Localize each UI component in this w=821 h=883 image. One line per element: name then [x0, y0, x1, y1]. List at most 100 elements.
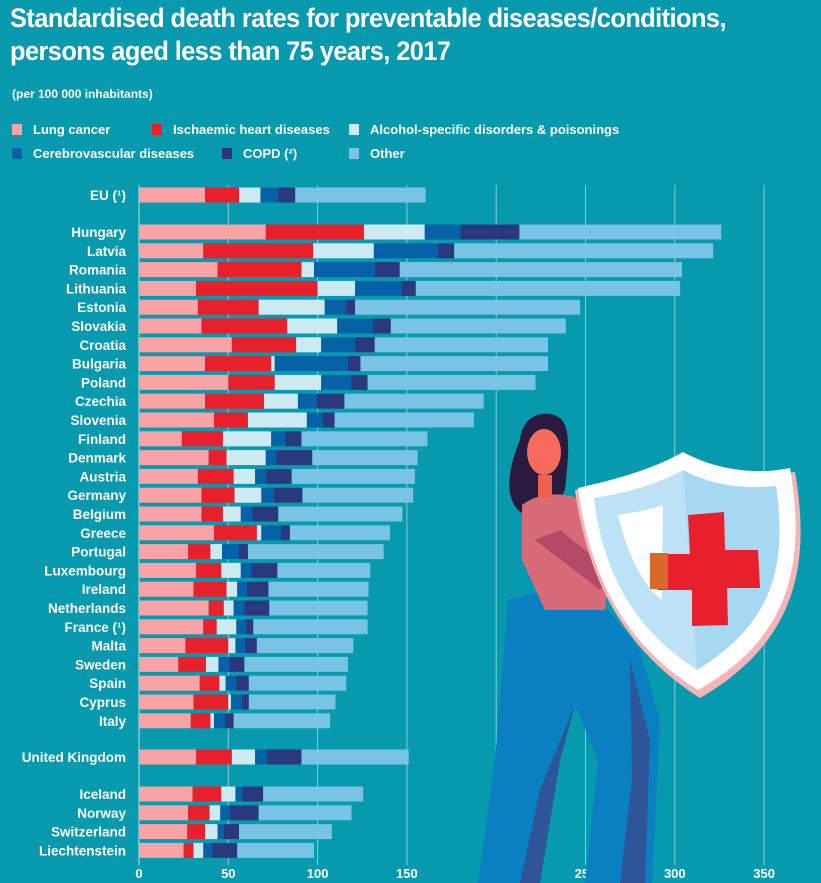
bar-segment-alcohol: [258, 299, 325, 315]
legend-item-ischaemic-heart: Ischaemic heart diseases: [152, 122, 330, 137]
bar-segment-ischaemic-heart: [205, 187, 240, 203]
x-tick-label: 100: [307, 866, 329, 881]
bar-row: [139, 525, 390, 541]
bar-segment-other: [248, 675, 347, 691]
bar-segment-lung-cancer: [139, 749, 197, 765]
bar-segment-alcohol: [219, 675, 226, 691]
bar-row: [139, 450, 418, 466]
bar-segment-cerebrovascular: [237, 581, 248, 597]
bar-segment-lung-cancer: [139, 619, 204, 635]
category-label: France (¹): [64, 620, 126, 635]
bar-segment-cerebrovascular: [235, 638, 246, 654]
bar-segment-copd: [346, 299, 356, 315]
legend-label: Lung cancer: [33, 122, 111, 137]
category-label: Lithuania: [66, 281, 126, 296]
bar-segment-alcohol: [226, 450, 266, 466]
bar-segment-lung-cancer: [139, 506, 202, 522]
bar-segment-ischaemic-heart: [208, 450, 227, 466]
bar-segment-ischaemic-heart: [205, 356, 272, 372]
bar-segment-lung-cancer: [139, 600, 209, 616]
bar-segment-alcohol: [264, 393, 298, 409]
bar-segment-copd: [239, 544, 248, 560]
bar-segment-other: [239, 824, 332, 840]
bar-segment-ischaemic-heart: [192, 786, 222, 802]
category-label: Germany: [67, 488, 126, 503]
bar-segment-ischaemic-heart: [217, 262, 302, 278]
bar-segment-alcohol: [193, 842, 204, 858]
bar-segment-lung-cancer: [139, 468, 198, 484]
bar-segment-ischaemic-heart: [190, 713, 211, 729]
bar-row: [139, 299, 581, 315]
bar-segment-lung-cancer: [139, 356, 206, 372]
bar-segment-alcohol: [313, 243, 374, 259]
category-label: Norway: [77, 806, 126, 821]
bar-segment-copd: [229, 656, 245, 672]
bar-row: [139, 506, 403, 522]
bar-segment-copd: [316, 393, 345, 409]
bar-segment-alcohol: [223, 600, 234, 616]
bar-row: [139, 581, 369, 597]
bar-segment-ischaemic-heart: [178, 656, 206, 672]
bar-segment-ischaemic-heart: [201, 487, 235, 503]
bar-segment-lung-cancer: [139, 786, 193, 802]
chart-title: Standardised death rates for preventable…: [10, 2, 776, 68]
bar-segment-copd: [285, 431, 302, 447]
bar-segment-alcohol: [221, 786, 236, 802]
bar-segment-alcohol: [228, 638, 236, 654]
bar-segment-other: [334, 412, 474, 428]
bar-segment-lung-cancer: [139, 374, 229, 390]
bar-segment-other: [237, 842, 315, 858]
bar-segment-alcohol: [234, 487, 262, 503]
bar-segment-alcohol: [210, 713, 215, 729]
bar-segment-lung-cancer: [139, 224, 266, 240]
bar-segment-copd: [355, 337, 375, 353]
category-label: Netherlands: [48, 601, 126, 616]
category-label: United Kingdom: [22, 750, 126, 765]
bar-segment-alcohol: [210, 544, 223, 560]
x-tick-label: 250: [575, 866, 597, 881]
bar-segment-copd: [230, 805, 259, 821]
bar-row: [139, 412, 474, 428]
bar-segment-ischaemic-heart: [187, 824, 206, 840]
bar-row: [139, 187, 426, 203]
bar-row: [139, 656, 348, 672]
category-label: Bulgaria: [72, 357, 127, 372]
bar-segment-cerebrovascular: [214, 713, 225, 729]
bars: [139, 187, 722, 858]
bar-segment-alcohol: [274, 374, 322, 390]
bar-segment-ischaemic-heart: [208, 600, 224, 616]
bar-segment-ischaemic-heart: [231, 337, 297, 353]
bar-segment-copd: [246, 619, 254, 635]
bar-segment-lung-cancer: [139, 280, 197, 296]
bar-segment-alcohol: [364, 224, 425, 240]
bar-row: [139, 337, 548, 353]
x-tick-label: 200: [485, 866, 507, 881]
bar-row: [139, 600, 368, 616]
bar-segment-cerebrovascular: [373, 243, 439, 259]
legend-item-copd: COPD (²): [222, 146, 297, 161]
bar-segment-alcohol: [233, 468, 256, 484]
bar-segment-alcohol: [205, 824, 218, 840]
bar-row: [139, 224, 722, 240]
bar-row: [139, 749, 409, 765]
bar-segment-cerebrovascular: [321, 337, 356, 353]
category-label: Ireland: [82, 582, 126, 597]
bar-segment-other: [360, 356, 548, 372]
bar-segment-cerebrovascular: [225, 675, 237, 691]
legend-item-alcohol: Alcohol-specific disorders & poisonings: [349, 122, 619, 137]
bar-segment-ischaemic-heart: [214, 525, 257, 541]
legend-swatch-cerebrovascular: [12, 148, 22, 159]
bar-segment-copd: [276, 450, 313, 466]
x-tick-label: 350: [753, 866, 775, 881]
chart-subtitle: (per 100 000 inhabitants): [12, 87, 153, 101]
bar-segment-copd: [374, 262, 400, 278]
bar-segment-other: [289, 525, 390, 541]
bar-segment-cerebrovascular: [236, 619, 247, 635]
bar-segment-cerebrovascular: [261, 487, 274, 503]
bar-segment-lung-cancer: [139, 412, 215, 428]
bar-segment-copd: [266, 749, 302, 765]
bar-segment-ischaemic-heart: [188, 544, 211, 560]
bar-segment-other: [355, 299, 581, 315]
bar-row: [139, 468, 415, 484]
bar-segment-copd: [252, 506, 279, 522]
